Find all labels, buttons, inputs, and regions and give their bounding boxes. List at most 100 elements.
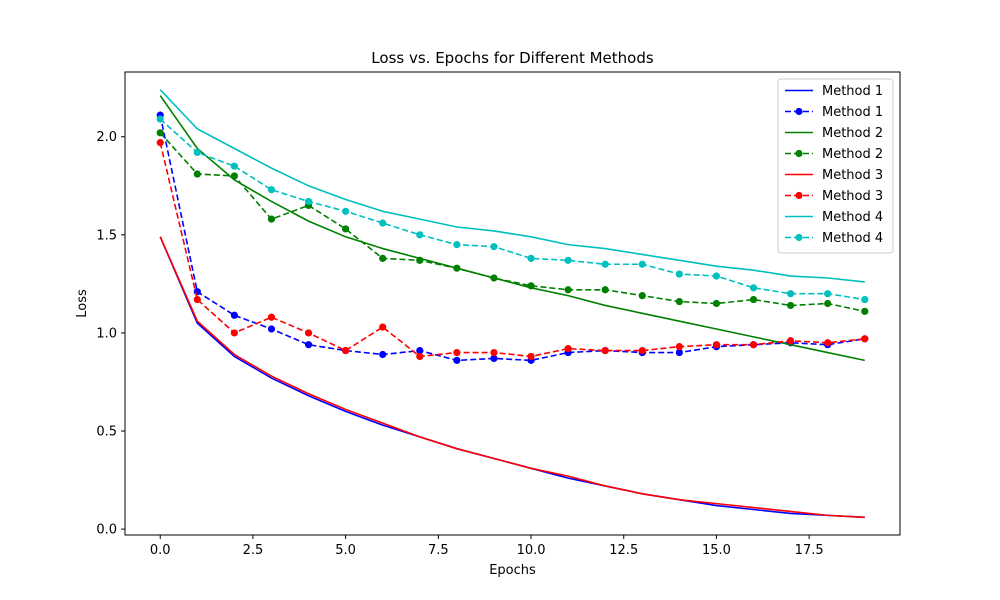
data-point	[304, 329, 313, 337]
data-point	[638, 346, 646, 355]
data-point	[564, 256, 572, 264]
y-axis: 0.0 0.5 1.0 1.5 2.0	[96, 130, 125, 538]
data-point	[601, 286, 609, 294]
series-line	[159, 95, 865, 362]
series-layer	[156, 89, 869, 519]
series-line	[159, 236, 865, 519]
series-7	[159, 89, 865, 283]
y-tick-label: 2.0	[96, 130, 117, 145]
data-point	[230, 162, 238, 170]
legend-label: Method 4	[822, 210, 883, 225]
data-point	[304, 197, 313, 206]
data-point	[342, 346, 350, 355]
data-point	[156, 129, 164, 137]
legend-label: Method 4	[822, 231, 883, 246]
data-point	[749, 284, 758, 292]
series-2	[156, 111, 869, 364]
data-point	[527, 282, 535, 290]
data-point	[601, 346, 609, 355]
data-point	[527, 254, 535, 262]
legend-marker	[795, 191, 803, 200]
data-point	[193, 148, 201, 157]
legend-item: Method 2	[785, 126, 883, 141]
y-tick-label: 0.5	[96, 425, 117, 440]
series-3	[159, 95, 865, 362]
series-line	[159, 89, 865, 283]
x-axis: 0.0 2.5 5.0 7.5 10.0 12.5 15.0 17.5	[150, 535, 824, 558]
legend-item: Method 4	[785, 231, 883, 246]
series-5	[159, 236, 865, 519]
x-tick-label: 2.5	[243, 543, 264, 558]
data-point	[379, 350, 387, 359]
legend-item: Method 4	[785, 210, 883, 225]
data-point	[824, 290, 832, 298]
y-tick-label: 1.5	[96, 228, 117, 243]
data-point	[675, 348, 683, 357]
x-axis-title: Epochs	[489, 563, 536, 578]
legend-item: Method 2	[785, 147, 883, 162]
legend-label: Method 2	[822, 147, 883, 162]
data-point	[193, 170, 201, 178]
legend-marker	[795, 107, 803, 116]
data-point	[824, 299, 832, 308]
data-point	[304, 341, 313, 349]
data-point	[675, 343, 683, 351]
data-point	[564, 345, 572, 353]
legend-label: Method 3	[822, 189, 883, 204]
data-point	[787, 290, 795, 298]
data-point	[712, 341, 721, 349]
legend-marker	[795, 233, 803, 242]
plot-frame	[124, 71, 901, 536]
data-point	[342, 225, 350, 233]
x-tick-label: 10.0	[517, 543, 546, 558]
data-point	[490, 243, 498, 251]
data-point	[156, 139, 164, 147]
series-line	[159, 114, 865, 362]
series-line	[159, 132, 865, 313]
series-6	[156, 139, 869, 361]
data-point	[416, 231, 424, 239]
legend-label: Method 1	[822, 84, 883, 99]
data-point	[379, 219, 387, 227]
plot-area	[124, 71, 901, 536]
data-point	[564, 286, 572, 294]
data-point	[267, 215, 276, 223]
data-point	[490, 274, 498, 282]
legend-item: Method 3	[785, 168, 883, 183]
x-tick-label: 17.5	[795, 543, 824, 558]
data-point	[267, 313, 276, 321]
data-point	[675, 297, 683, 306]
data-point	[787, 301, 795, 310]
data-point	[490, 348, 498, 357]
data-point	[230, 329, 238, 337]
series-8	[156, 115, 869, 304]
data-point	[527, 352, 535, 361]
data-point	[601, 260, 609, 268]
data-point	[453, 356, 461, 364]
data-point	[638, 292, 646, 300]
data-point	[416, 346, 424, 355]
data-point	[861, 335, 869, 343]
data-point	[638, 260, 646, 268]
chart-title: Loss vs. Epochs for Different Methods	[371, 49, 654, 67]
data-point	[453, 264, 461, 272]
data-point	[267, 325, 276, 333]
y-tick-label: 0.0	[96, 523, 117, 538]
y-tick-label: 1.0	[96, 326, 117, 341]
legend-item: Method 1	[785, 105, 883, 120]
data-point	[749, 295, 758, 304]
data-point	[453, 241, 461, 249]
data-point	[453, 348, 461, 357]
data-point	[267, 186, 276, 194]
legend-label: Method 3	[822, 168, 883, 183]
data-point	[416, 256, 424, 264]
data-point	[787, 337, 795, 345]
data-point	[861, 307, 869, 315]
series-1	[159, 236, 865, 519]
series-line	[159, 142, 865, 358]
legend: Method 1 Method 1 Method 2 Method 2 Method 3…	[777, 78, 894, 254]
data-point	[156, 115, 164, 123]
data-point	[379, 323, 387, 331]
data-point	[749, 341, 758, 349]
